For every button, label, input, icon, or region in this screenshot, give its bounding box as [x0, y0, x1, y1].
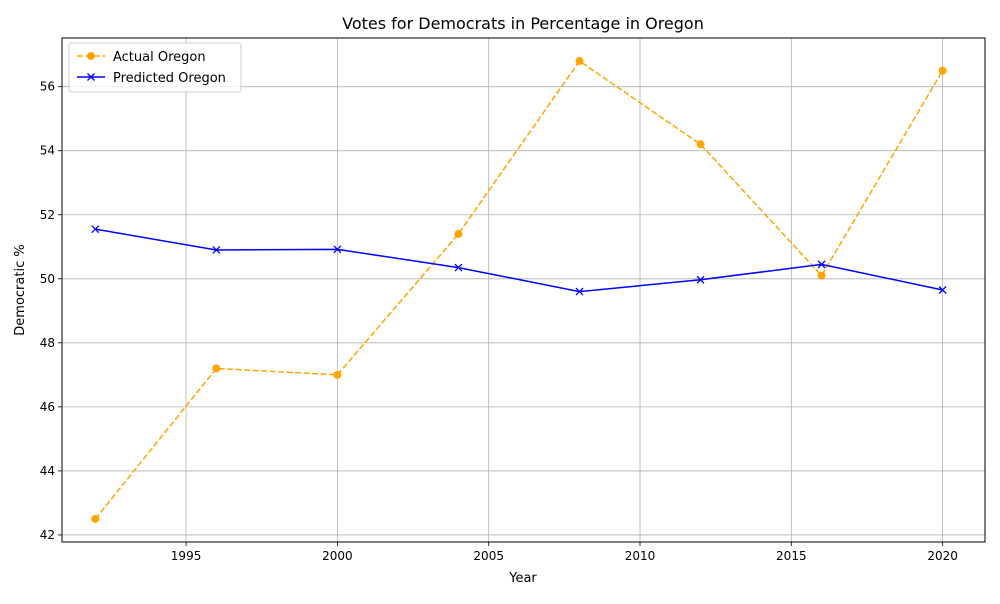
series	[91, 57, 947, 523]
legend-marker-actual	[87, 52, 95, 60]
data-point-predicted	[696, 275, 705, 284]
axes: 1995 2000 2005 2010 2015 2020 42 44 46 48 50 52 54 56	[40, 80, 958, 563]
legend-box	[68, 42, 242, 93]
data-point-actual	[696, 140, 705, 149]
data-point-predicted	[817, 260, 826, 269]
x-tick-label: 2010	[625, 549, 656, 563]
y-tick-label: 52	[40, 208, 55, 222]
data-point-predicted	[454, 263, 463, 272]
data-point-actual	[817, 271, 826, 280]
data-point-predicted	[575, 287, 584, 296]
x-tick-label: 2005	[473, 549, 504, 563]
plot-frame	[61, 37, 986, 543]
data-point-actual	[575, 57, 584, 66]
x-axis-label: Year	[508, 571, 537, 586]
data-point-predicted	[938, 286, 947, 294]
legend-label-predicted: Predicted Oregon	[113, 71, 226, 86]
data-point-actual	[333, 370, 342, 379]
legend: Actual Oregon Predicted Oregon	[68, 42, 242, 93]
x-tick-label: 1995	[171, 549, 202, 563]
x-tick-label: 2015	[776, 549, 807, 563]
legend-marker-predicted	[87, 73, 95, 81]
data-point-actual	[91, 514, 100, 523]
y-tick-label: 54	[40, 144, 55, 158]
y-tick-label: 44	[40, 464, 55, 478]
data-point-predicted	[91, 225, 100, 234]
x-tick-label: 2020	[927, 549, 958, 563]
y-tick-label: 46	[40, 400, 55, 414]
series-line-0	[94, 60, 944, 520]
data-point-predicted	[333, 245, 342, 254]
data-point-predicted	[212, 246, 221, 254]
chart-title: Votes for Democrats in Percentage in Ore…	[342, 14, 704, 33]
x-tick-label: 2000	[322, 549, 353, 563]
grid	[62, 38, 985, 542]
y-tick-label: 42	[40, 528, 55, 542]
legend-label-actual: Actual Oregon	[113, 50, 206, 65]
y-axis-label: Democratic %	[13, 244, 28, 335]
series-line-1	[95, 228, 943, 293]
data-point-actual	[454, 229, 463, 238]
data-point-actual	[938, 66, 947, 75]
y-tick-label: 56	[40, 80, 55, 94]
y-tick-label: 50	[40, 272, 55, 286]
y-tick-label: 48	[40, 336, 55, 350]
data-point-actual	[212, 364, 221, 373]
